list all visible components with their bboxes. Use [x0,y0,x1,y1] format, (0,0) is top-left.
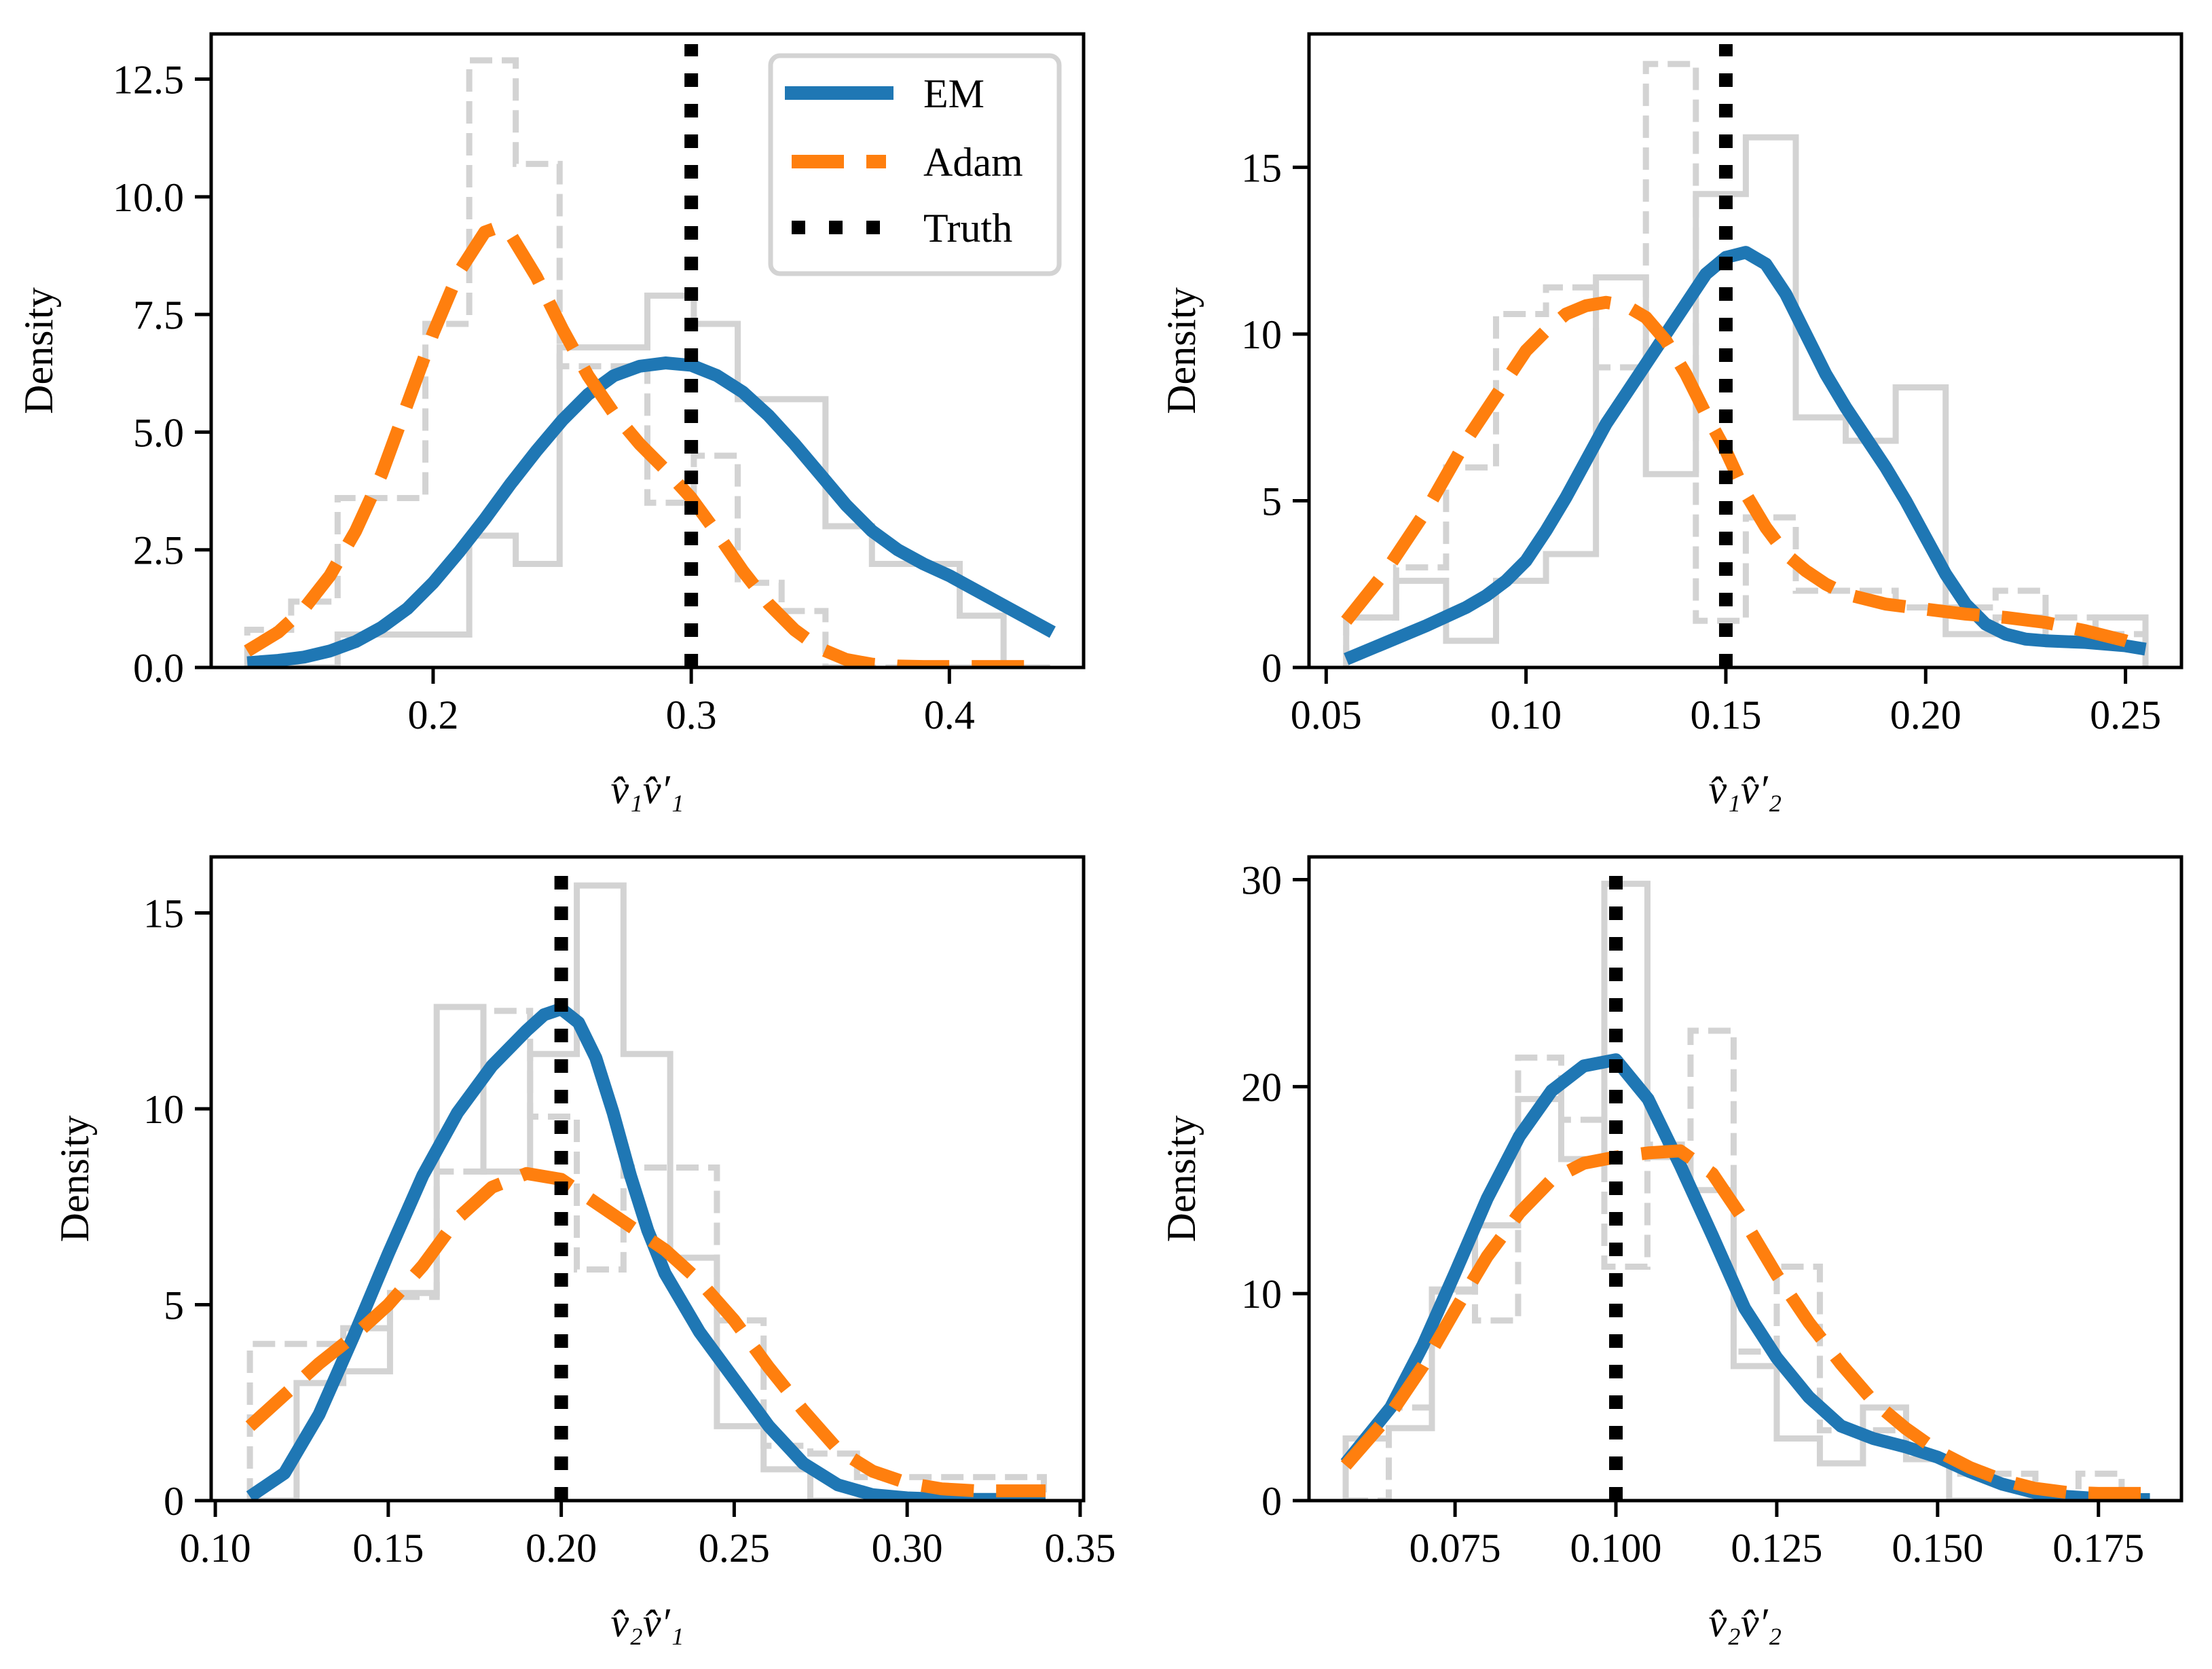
x-tick-label: 0.25 [699,1526,770,1571]
y-tick-label: 10 [143,1087,184,1132]
y-tick-label: 2.5 [133,528,184,573]
y-tick-label: 0 [164,1479,184,1524]
histogram-adam [1346,1027,2125,1501]
y-tick-label: 10 [1241,1272,1282,1317]
x-tick-label: 0.15 [352,1526,424,1571]
plot-area [244,44,1056,667]
axes-frame [209,32,1086,670]
x-tick-label: 0.30 [872,1526,943,1571]
y-tick-label: 20 [1241,1065,1282,1109]
y-tick-label: 10 [1241,312,1282,357]
legend-truth-label: Truth [923,206,1012,251]
x-axis-label: v̂₂v̂′₁ [610,1600,684,1645]
y-tick-label: 7.5 [133,293,184,337]
x-tick-label: 0.100 [1570,1526,1662,1571]
x-axis-label: v̂₁v̂′₁ [610,767,684,812]
y-axis-label: Density [1159,287,1204,414]
legend-adam-label: Adam [923,140,1023,185]
x-tick-label: 0.150 [1892,1526,1983,1571]
x-tick-label: 0.175 [2052,1526,2144,1571]
y-tick-label: 5.0 [133,410,184,455]
subplot-v1v2prime: 0.05 0.10 0.15 0.20 0.25 0 5 10 15 v̂₁v̂′₂ Density [1159,32,2183,812]
x-axis-label: v̂₂v̂′₂ [1708,1600,1782,1645]
kde-line-em [1344,246,2147,665]
kde-line-em [1340,1053,2150,1501]
axes-frame [1307,32,2183,670]
histogram-em [250,882,1044,1501]
kde-line-adam [1340,1144,2150,1500]
x-tick-label: 0.25 [2090,693,2161,737]
y-tick-label: 0 [1261,1479,1282,1524]
x-tick-label: 0.4 [924,693,975,737]
y-tick-label: 15 [143,892,184,936]
plot-area [1341,44,2149,667]
x-axis-label: v̂₁v̂′₂ [1708,767,1782,812]
x-tick-label: 0.05 [1291,693,1362,737]
y-tick-label: 15 [1241,145,1282,190]
x-tick-label: 0.3 [666,693,717,737]
y-tick-label: 12.5 [113,58,184,103]
kde-line-em [246,1002,1046,1501]
histogram-em [247,292,1050,667]
axes-frame [1307,855,2183,1503]
x-tick-label: 0.35 [1044,1526,1116,1571]
y-tick-label: 10.0 [113,175,184,220]
kde-line-em [246,356,1056,667]
y-tick-label: 5 [164,1283,184,1328]
y-axis-label: Density [1159,1116,1204,1243]
x-tick-label: 0.10 [180,1526,251,1571]
histogram-adam [244,57,1050,667]
y-tick-label: 0.0 [133,646,184,691]
x-tick-label: 0.15 [1690,693,1761,737]
y-tick-label: 30 [1241,858,1282,903]
subplot-v2v1prime: 0.10 0.15 0.20 0.25 0.30 0.35 0 5 10 15 v̂₂v̂′₁ Den… [52,855,1116,1645]
kde-line-adam [245,1167,1046,1498]
kde-line-adam [1341,295,2148,654]
subplot-v2v2prime: 0.075 0.100 0.125 0.150 0.175 0 10 20 30 v̂₂v̂′₂ D… [1159,855,2183,1645]
y-tick-label: 0 [1261,646,1282,691]
y-axis-label: Density [16,287,61,414]
legend-em-label: EM [923,71,984,116]
histogram-em [1342,881,2122,1501]
x-tick-label: 0.20 [526,1526,597,1571]
y-tick-label: 5 [1261,479,1282,524]
subplot-v1v1prime: 0.2 0.3 0.4 0.0 2.5 5.0 7.5 10.0 12.5 v̂₁v̂′₁ Dens… [16,32,1086,812]
x-tick-label: 0.2 [407,693,458,737]
kde-line-adam [244,221,1027,667]
x-tick-label: 0.075 [1409,1526,1501,1571]
plot-area [1340,867,2150,1501]
y-axis-label: Density [52,1116,97,1243]
legend: EM Adam Truth [768,53,1062,276]
x-tick-label: 0.20 [1890,693,1961,737]
x-tick-label: 0.10 [1490,693,1562,737]
plot-area [245,867,1047,1501]
x-tick-label: 0.125 [1731,1526,1822,1571]
histogram-adam [246,1008,1047,1501]
axes-frame [209,855,1086,1503]
legend-frame [768,53,1062,276]
